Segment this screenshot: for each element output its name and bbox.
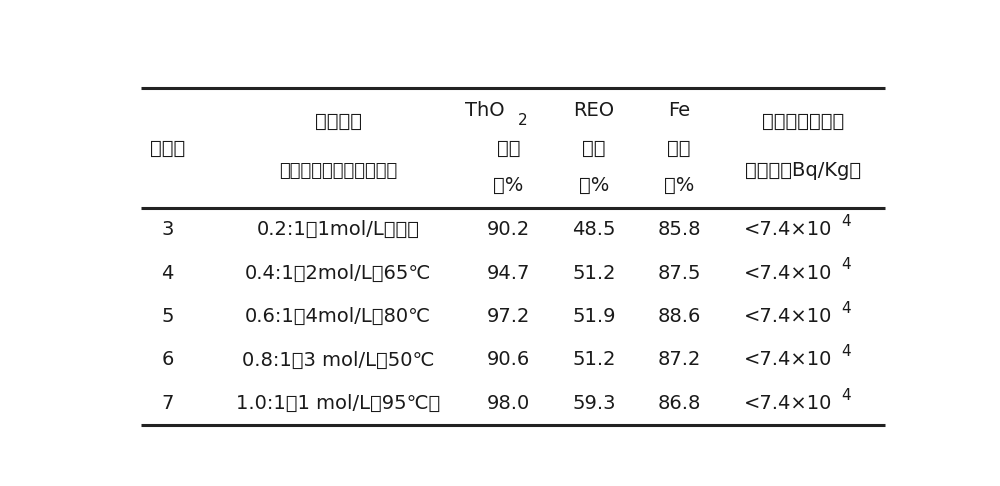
Text: <7.4×10: <7.4×10 [743, 307, 832, 326]
Text: 51.2: 51.2 [572, 350, 616, 369]
Text: （酸渣比，酸度，温度）: （酸渣比，酸度，温度） [279, 161, 397, 180]
Text: 溶出: 溶出 [667, 139, 691, 157]
Text: 90.2: 90.2 [487, 220, 530, 239]
Text: 86.8: 86.8 [657, 394, 701, 413]
Text: 51.2: 51.2 [572, 263, 616, 283]
Text: 4: 4 [841, 301, 851, 316]
Text: REO: REO [573, 101, 614, 120]
Text: 实施例: 实施例 [150, 139, 185, 157]
Text: 溶出: 溶出 [497, 139, 520, 157]
Text: 4: 4 [161, 263, 174, 283]
Text: 0.2:1，1mol/L，永腾: 0.2:1，1mol/L，永腾 [257, 220, 420, 239]
Text: 3: 3 [161, 220, 174, 239]
Text: 88.6: 88.6 [657, 307, 701, 326]
Text: 4: 4 [841, 258, 851, 272]
Text: <7.4×10: <7.4×10 [743, 220, 832, 239]
Text: 0.6:1，4mol/L，80℃: 0.6:1，4mol/L，80℃ [245, 307, 431, 326]
Text: ThO: ThO [465, 101, 505, 120]
Text: 1.0:1，1 mol/L，95℃，: 1.0:1，1 mol/L，95℃， [236, 394, 440, 413]
Text: Fe: Fe [668, 101, 690, 120]
Text: 浸出条件: 浸出条件 [315, 112, 362, 131]
Text: 48.5: 48.5 [572, 220, 616, 239]
Text: 90.6: 90.6 [487, 350, 530, 369]
Text: 87.2: 87.2 [657, 350, 701, 369]
Text: 7: 7 [161, 394, 174, 413]
Text: 85.8: 85.8 [657, 220, 701, 239]
Text: 比活度（Bq/Kg）: 比活度（Bq/Kg） [745, 161, 861, 180]
Text: 率%: 率% [664, 176, 694, 195]
Text: 98.0: 98.0 [487, 394, 530, 413]
Text: 59.3: 59.3 [572, 394, 616, 413]
Text: 率%: 率% [579, 176, 609, 195]
Text: 溶出: 溶出 [582, 139, 606, 157]
Text: <7.4×10: <7.4×10 [743, 263, 832, 283]
Text: 0.8:1，3 mol/L，50℃: 0.8:1，3 mol/L，50℃ [242, 350, 434, 369]
Text: 4: 4 [841, 344, 851, 359]
Text: 5: 5 [161, 307, 174, 326]
Text: <7.4×10: <7.4×10 [743, 350, 832, 369]
Text: 0.4:1，2mol/L，65℃: 0.4:1，2mol/L，65℃ [245, 263, 431, 283]
Text: 94.7: 94.7 [487, 263, 530, 283]
Text: 51.9: 51.9 [572, 307, 616, 326]
Text: 97.2: 97.2 [487, 307, 530, 326]
Text: 二次废渣放射性: 二次废渣放射性 [762, 112, 844, 131]
Text: 4: 4 [841, 214, 851, 229]
Text: 率%: 率% [493, 176, 524, 195]
Text: <7.4×10: <7.4×10 [743, 394, 832, 413]
Text: 6: 6 [161, 350, 174, 369]
Text: 2: 2 [518, 113, 527, 127]
Text: 4: 4 [841, 388, 851, 402]
Text: 87.5: 87.5 [657, 263, 701, 283]
